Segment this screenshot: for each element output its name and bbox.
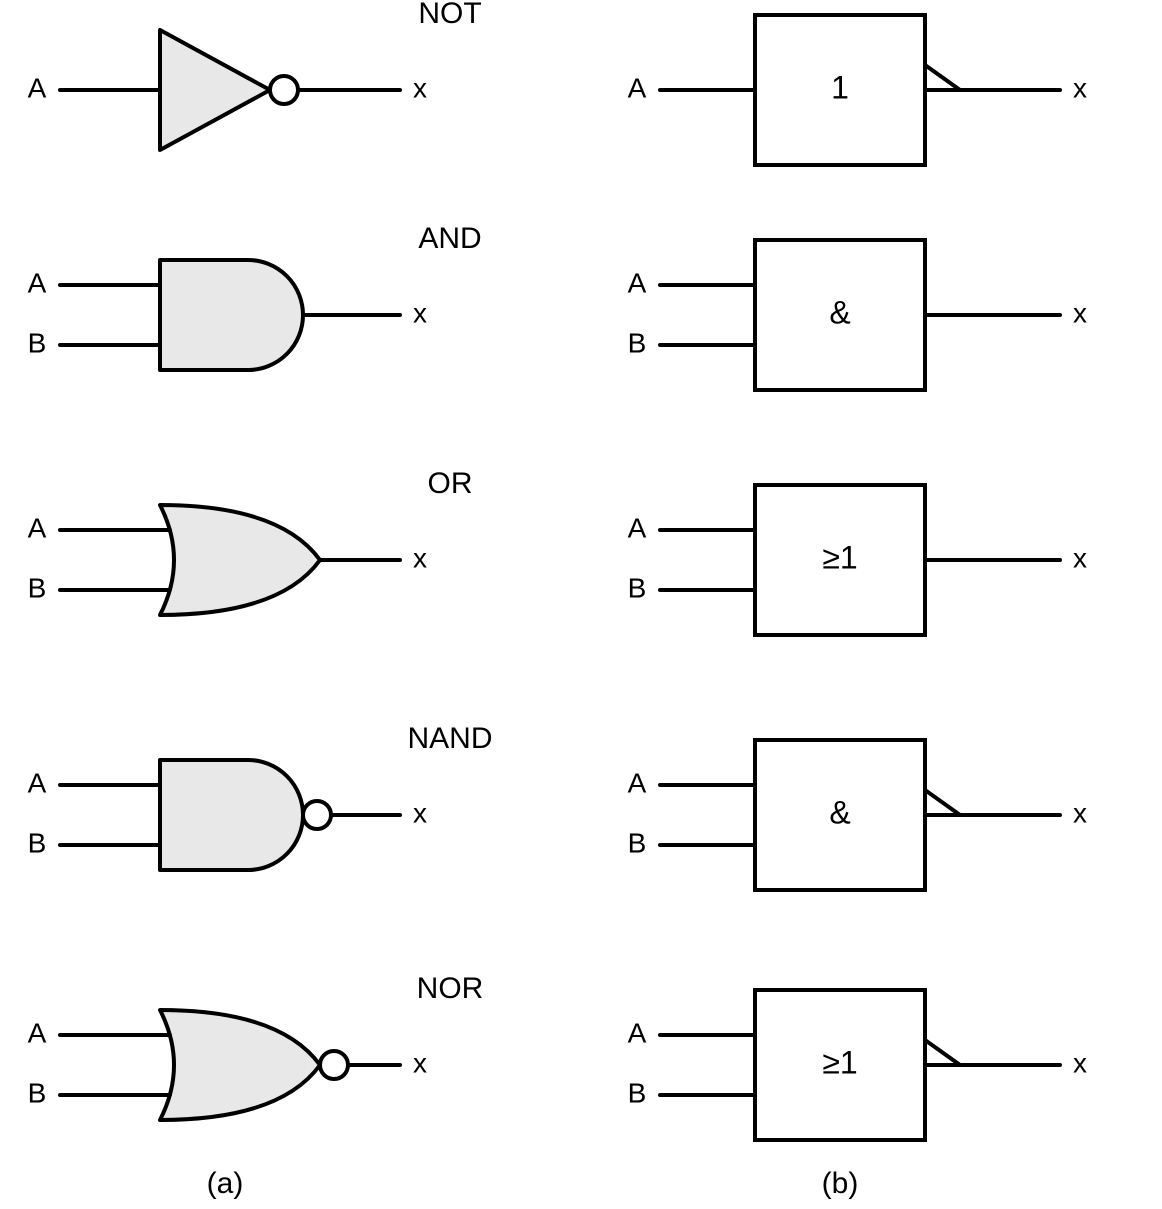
iec-nand-symbol: & ABx <box>628 740 1087 890</box>
or-gate-icon <box>160 505 320 615</box>
input-label: B <box>628 1077 647 1108</box>
output-label: x <box>413 542 427 573</box>
ansi-not-symbol: Ax <box>28 30 427 150</box>
output-label: x <box>1073 542 1087 573</box>
iec-function-label: ≥1 <box>822 1044 857 1080</box>
gate-row-not: NOTAx1Ax <box>28 0 1087 165</box>
inversion-bubble-icon <box>303 801 331 829</box>
output-label: x <box>1073 1047 1087 1078</box>
iec-function-label: 1 <box>831 69 849 105</box>
logic-gate-diagram: NOTAx1AxANDABx&ABxORABx≥1ABxNANDABx&ABxN… <box>0 0 1162 1209</box>
output-label: x <box>413 72 427 103</box>
gate-row-nand: NANDABx&ABx <box>28 722 1087 890</box>
output-label: x <box>1073 797 1087 828</box>
output-label: x <box>1073 297 1087 328</box>
and-gate-icon <box>160 760 303 870</box>
input-label: A <box>628 1017 647 1048</box>
input-label: A <box>28 267 47 298</box>
gate-row-or: ORABx≥1ABx <box>28 467 1087 635</box>
output-label: x <box>413 797 427 828</box>
input-label: B <box>28 827 47 858</box>
diagram-svg: NOTAx1AxANDABx&ABxORABx≥1ABxNANDABx&ABxN… <box>0 0 1162 1209</box>
input-label: A <box>628 72 647 103</box>
iec-or-symbol: ≥1 ABx <box>628 485 1087 635</box>
input-label: A <box>628 767 647 798</box>
iec-nor-symbol: ≥1 ABx <box>628 990 1087 1140</box>
gate-name-label: NOT <box>418 0 481 30</box>
triangle-gate-icon <box>160 30 270 150</box>
iec-negation-flag-icon <box>925 1040 960 1065</box>
caption-a: (a) <box>207 1167 244 1200</box>
output-label: x <box>413 297 427 328</box>
and-gate-icon <box>160 260 303 370</box>
input-label: A <box>28 1017 47 1048</box>
gate-row-nor: NORABx≥1ABx <box>28 972 1087 1140</box>
inversion-bubble-icon <box>270 76 298 104</box>
iec-function-label: & <box>829 294 850 330</box>
ansi-and-symbol: ABx <box>28 260 427 370</box>
input-label: A <box>628 267 647 298</box>
iec-negation-flag-icon <box>925 65 960 90</box>
caption-b: (b) <box>822 1167 859 1200</box>
iec-negation-flag-icon <box>925 790 960 815</box>
ansi-nand-symbol: ABx <box>28 760 427 870</box>
input-label: B <box>28 1077 47 1108</box>
gate-name-label: NAND <box>407 722 492 755</box>
iec-function-label: ≥1 <box>822 539 857 575</box>
gate-name-label: AND <box>418 222 481 255</box>
inversion-bubble-icon <box>320 1051 348 1079</box>
gate-name-label: OR <box>428 467 473 500</box>
iec-and-symbol: & ABx <box>628 240 1087 390</box>
ansi-or-symbol: ABx <box>28 505 427 615</box>
input-label: B <box>628 827 647 858</box>
or-gate-icon <box>160 1010 320 1120</box>
input-label: B <box>28 327 47 358</box>
gate-row-and: ANDABx&ABx <box>28 222 1087 390</box>
input-label: B <box>628 327 647 358</box>
gate-name-label: NOR <box>417 972 484 1005</box>
input-label: A <box>28 512 47 543</box>
iec-not-symbol: 1 Ax <box>628 15 1087 165</box>
ansi-nor-symbol: ABx <box>28 1010 427 1120</box>
input-label: A <box>628 512 647 543</box>
input-label: B <box>628 572 647 603</box>
iec-function-label: & <box>829 794 850 830</box>
input-label: A <box>28 767 47 798</box>
input-label: B <box>28 572 47 603</box>
output-label: x <box>413 1047 427 1078</box>
output-label: x <box>1073 72 1087 103</box>
input-label: A <box>28 72 47 103</box>
